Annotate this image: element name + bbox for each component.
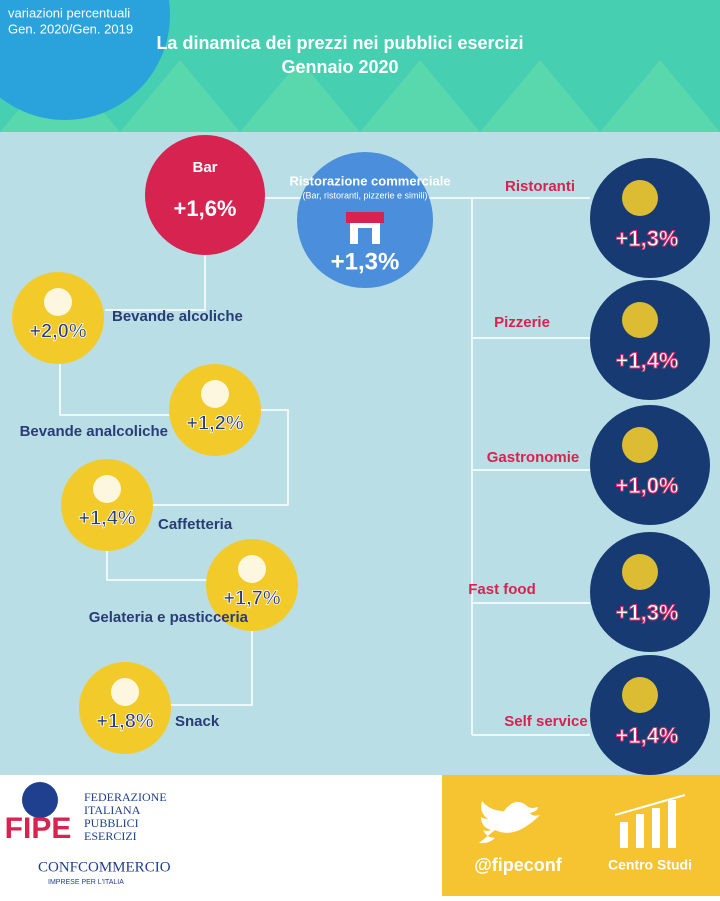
tagline: IMPRESE PER L'ITALIA	[48, 879, 124, 886]
logo: FIPE	[5, 812, 72, 845]
item-label: Ristoranti	[505, 178, 575, 195]
item-value: +1,4%	[616, 348, 679, 373]
studi: Centro Studi	[608, 857, 692, 873]
item-icon	[622, 180, 658, 216]
item-circle	[12, 272, 104, 364]
item-icon	[622, 427, 658, 463]
bar-value: +1,6%	[174, 196, 237, 221]
bar-circle	[145, 135, 265, 255]
item-value: +1,3%	[616, 600, 679, 625]
item-value: +2,0%	[29, 320, 86, 342]
bar-label: Bar	[192, 159, 217, 176]
item-label: Gastronomie	[487, 449, 580, 466]
item-value: +1,3%	[616, 226, 679, 251]
item-circle	[590, 405, 710, 525]
center-sublabel: (Bar, ristoranti, pizzerie e simili)	[302, 190, 427, 200]
confcommercio: CONFCOMMERCIO	[38, 859, 171, 875]
item-circle	[590, 655, 710, 775]
federation: FEDERAZIONE	[84, 790, 167, 804]
item-icon	[622, 302, 658, 338]
item-value: +1,0%	[616, 473, 679, 498]
note: variazioni percentuali	[8, 5, 130, 20]
item-value: +1,8%	[96, 710, 153, 732]
title: Gennaio 2020	[281, 57, 398, 77]
title: La dinamica dei prezzi nei pubblici eser…	[156, 33, 523, 53]
item-label: Pizzerie	[494, 314, 550, 331]
note: Gen. 2020/Gen. 2019	[8, 21, 133, 36]
item-value: +1,4%	[616, 723, 679, 748]
item-label: Caffetteria	[158, 516, 233, 533]
item-label: Gelateria e pasticceria	[89, 609, 249, 626]
item-icon	[93, 475, 121, 503]
federation: ITALIANA	[84, 803, 141, 817]
item-value: +1,4%	[78, 507, 135, 529]
item-circle	[206, 539, 298, 631]
federation: PUBBLICI	[84, 816, 139, 830]
item-icon	[111, 678, 139, 706]
item-label: Snack	[175, 713, 220, 730]
shop-icon	[346, 212, 384, 244]
footer-right	[442, 775, 720, 896]
item-circle	[590, 158, 710, 278]
item-label: Bevande analcoliche	[20, 423, 168, 440]
item-value: +1,7%	[223, 587, 280, 609]
item-circle	[61, 459, 153, 551]
item-label: Fast food	[468, 581, 536, 598]
item-circle	[169, 364, 261, 456]
item-icon	[622, 677, 658, 713]
footer-left	[0, 775, 442, 896]
item-circle	[79, 662, 171, 754]
item-label: Bevande alcoliche	[112, 308, 243, 325]
item-label: Self service	[504, 713, 587, 730]
center-value: +1,3%	[331, 248, 400, 275]
center-label: Ristorazione commerciale	[289, 173, 450, 188]
twitter: @fipeconf	[474, 855, 563, 875]
item-icon	[201, 380, 229, 408]
studi-icon	[614, 794, 686, 848]
item-circle	[590, 532, 710, 652]
logo-emblem	[22, 782, 58, 818]
item-icon	[44, 288, 72, 316]
item-value: +1,2%	[186, 412, 243, 434]
items: +2,0% Bevande alcoliche +1,2% Bevande analc…	[12, 158, 710, 775]
note-bubble	[0, 0, 170, 120]
connectors	[59, 197, 590, 736]
item-icon	[622, 554, 658, 590]
twitter-icon	[479, 801, 540, 844]
item-icon	[238, 555, 266, 583]
item-circle	[590, 280, 710, 400]
federation: ESERCIZI	[84, 829, 137, 843]
